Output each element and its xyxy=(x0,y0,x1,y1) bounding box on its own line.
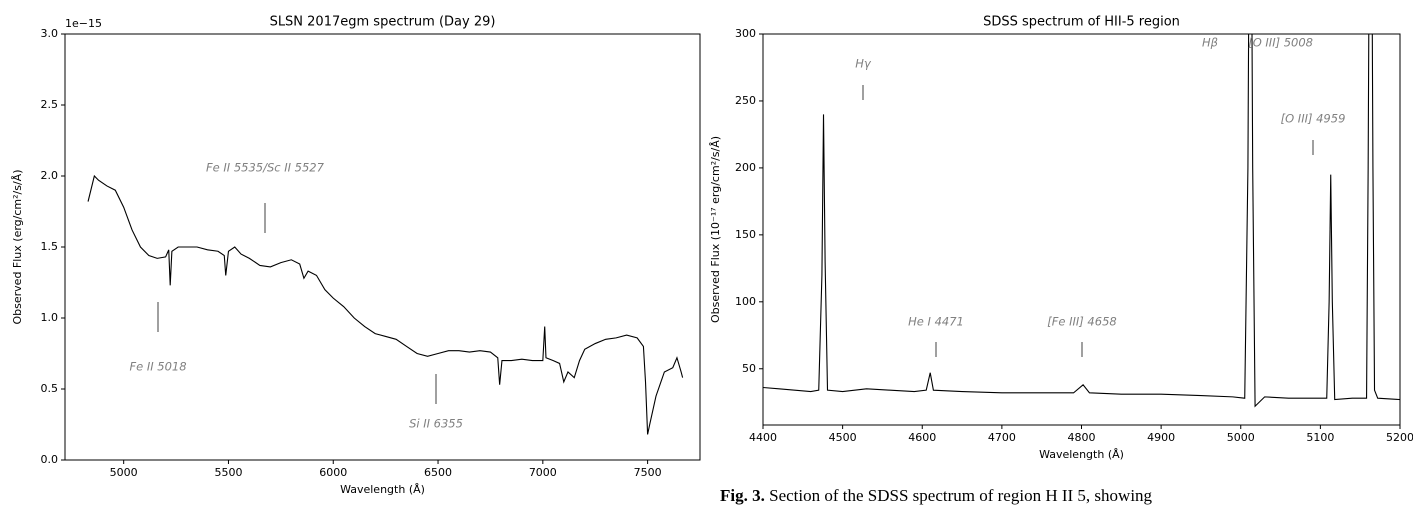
x-tick-label: 5000 xyxy=(1227,431,1255,444)
x-axis-label: Wavelength (Å) xyxy=(1039,448,1124,461)
x-tick-label: 4900 xyxy=(1147,431,1175,444)
y-tick-label: 3.0 xyxy=(41,27,59,40)
caption-text: Section of the SDSS spectrum of region H… xyxy=(769,486,1152,505)
chart-title: SLSN 2017egm spectrum (Day 29) xyxy=(270,15,496,30)
y-axis-label: Observed Flux (10⁻¹⁷ erg/cm²/s/Å) xyxy=(709,136,722,323)
y-axis-label: Observed Flux (erg/cm²/s/Å) xyxy=(11,170,24,325)
x-tick-label: 5100 xyxy=(1306,431,1334,444)
x-tick-label: 5200 xyxy=(1386,431,1413,444)
x-tick-label: 4700 xyxy=(988,431,1016,444)
annotation: Hβ xyxy=(1202,36,1218,50)
x-tick-label: 7000 xyxy=(529,466,557,479)
annotation: [O III] 5008 xyxy=(1248,36,1313,50)
x-tick-label: 4800 xyxy=(1068,431,1096,444)
chart-title: SDSS spectrum of HII-5 region xyxy=(983,15,1180,30)
annotation: [O III] 4959 xyxy=(1281,112,1346,126)
annotation: Fe II 5018 xyxy=(129,360,186,374)
y-tick-label: 2.5 xyxy=(41,98,59,111)
y-tick-label: 1.0 xyxy=(41,311,59,324)
plot-frame xyxy=(64,33,701,461)
y-tick-label: 0.0 xyxy=(41,453,59,466)
y-tick-label: 2.0 xyxy=(41,169,59,182)
spectrum-line xyxy=(87,174,684,435)
x-tick-label: 5000 xyxy=(110,466,138,479)
x-tick-label: 5500 xyxy=(214,466,242,479)
x-tick-label: 7500 xyxy=(634,466,662,479)
x-tick-label: 6500 xyxy=(424,466,452,479)
y-tick-label: 250 xyxy=(735,94,756,107)
spectrum-line xyxy=(763,34,1400,408)
x-tick-label: 6000 xyxy=(319,466,347,479)
annotation: [Fe III] 4658 xyxy=(1047,315,1116,329)
offset-label: 1e−15 xyxy=(65,17,102,30)
caption: Fig. 3. Section of the SDSS spectrum of … xyxy=(720,486,1153,505)
annotation: Si II 6355 xyxy=(409,417,463,431)
y-tick-label: 100 xyxy=(735,295,756,308)
annotation: Hγ xyxy=(855,57,872,71)
y-tick-label: 300 xyxy=(735,27,756,40)
plot-frame xyxy=(762,33,1401,426)
x-tick-label: 4600 xyxy=(908,431,936,444)
caption-label: Fig. 3. xyxy=(720,486,765,505)
y-tick-label: 0.5 xyxy=(41,382,59,395)
y-tick-label: 1.5 xyxy=(41,240,59,253)
y-tick-label: 50 xyxy=(742,362,756,375)
x-tick-label: 4400 xyxy=(749,431,777,444)
y-tick-label: 150 xyxy=(735,228,756,241)
annotation: Fe II 5535/Sc II 5527 xyxy=(206,161,325,175)
x-axis-label: Wavelength (Å) xyxy=(340,483,425,496)
y-tick-label: 200 xyxy=(735,161,756,174)
annotation: He I 4471 xyxy=(908,315,964,329)
x-tick-label: 4500 xyxy=(829,431,857,444)
